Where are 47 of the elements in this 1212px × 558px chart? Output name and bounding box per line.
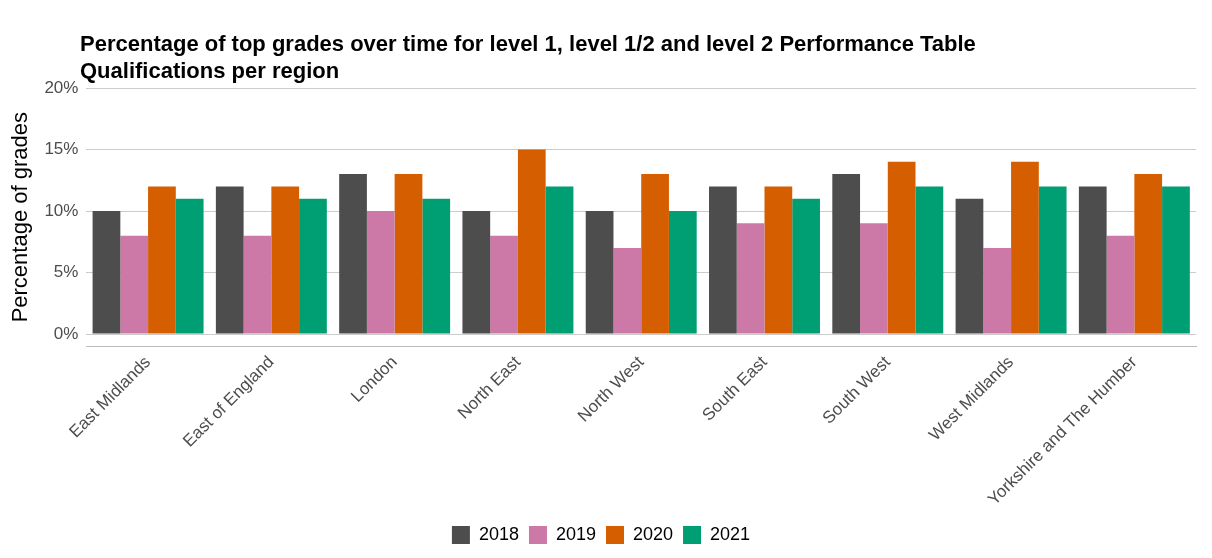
bar [299,198,327,334]
bar [366,211,395,334]
legend-label: 2019 [555,523,596,544]
bar [1134,174,1163,334]
bar [339,174,367,334]
bar [983,247,1012,334]
bar [517,149,546,334]
bar [422,198,451,334]
y-tick-label: 10% [44,200,79,220]
bar [120,235,149,334]
bar [585,211,614,334]
chart-title: Percentage of top grades over time for level 1, level 1/2 and level 2 Performance Table Qualifications per region [80,30,977,84]
bar [792,198,820,334]
bar [148,186,176,334]
bar [1106,235,1135,334]
y-tick-label: 0% [53,323,79,343]
bar [1162,186,1190,334]
bar [887,161,916,334]
bar [175,198,204,334]
bar [915,186,944,334]
bar [394,174,423,334]
bar [545,186,574,334]
bar [1011,161,1039,334]
bar [215,186,244,334]
y-axis-title: Percentage of grades [7,111,33,323]
bar [490,235,518,334]
bar [764,186,793,334]
bar [736,223,765,334]
legend-label: 2020 [633,523,674,544]
bar [668,211,697,334]
bar [709,186,737,334]
y-tick-label: 20% [44,77,79,97]
bar [462,211,491,334]
y-tick-label: 15% [44,139,79,159]
bar [271,186,300,334]
bar [860,223,888,334]
bar [955,198,984,334]
y-tick-label: 5% [53,262,79,282]
legend-label: 2021 [710,523,751,544]
bar [832,174,861,334]
legend-label: 2018 [478,523,519,544]
bar [1038,186,1067,334]
bar [641,174,669,334]
bar [1078,186,1107,334]
bar [92,211,121,334]
bar [243,235,272,334]
bar [613,247,642,334]
